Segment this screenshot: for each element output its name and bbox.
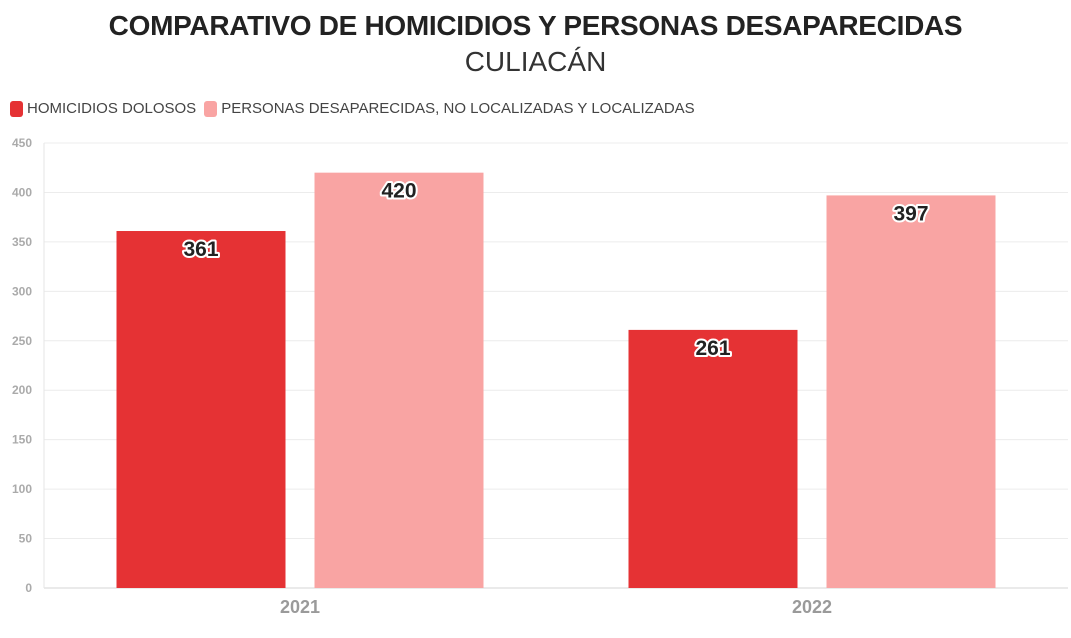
chart-title: COMPARATIVO DE HOMICIDIOS Y PERSONAS DES… bbox=[108, 10, 963, 41]
legend-swatch-homicidios bbox=[10, 100, 23, 117]
legend-label-homicidios: HOMICIDIOS DOLOSOS bbox=[27, 100, 197, 117]
data-label-2021-series-0: 361 bbox=[183, 238, 218, 261]
y-tick-label-50: 50 bbox=[19, 532, 33, 546]
y-tick-label-0: 0 bbox=[25, 581, 32, 595]
legend: HOMICIDIOS DOLOSOS PERSONAS DESAPARECIDA… bbox=[10, 100, 703, 117]
x-tick-label-2022: 2022 bbox=[792, 597, 832, 617]
legend-swatch-desaparecidas bbox=[204, 100, 218, 117]
bar-2021-series-0 bbox=[116, 231, 286, 588]
chart-subtitle: CULIACÁN bbox=[464, 46, 607, 77]
legend-item-desaparecidas[interactable]: PERSONAS DESAPARECIDAS, NO LOCALIZADAS Y… bbox=[204, 100, 695, 117]
data-label-2021-series-1: 420 bbox=[381, 180, 416, 203]
y-tick-label-300: 300 bbox=[12, 284, 32, 298]
y-tick-label-200: 200 bbox=[12, 383, 32, 397]
x-tick-label-2021: 2021 bbox=[280, 597, 320, 617]
y-tick-label-450: 450 bbox=[12, 136, 32, 150]
data-label-2022-series-1: 397 bbox=[893, 202, 928, 225]
y-tick-label-400: 400 bbox=[12, 185, 32, 199]
bar-2022-series-0 bbox=[628, 329, 798, 588]
legend-item-homicidios[interactable]: HOMICIDIOS DOLOSOS bbox=[10, 100, 196, 117]
y-tick-label-100: 100 bbox=[12, 482, 32, 496]
bar-2021-series-1 bbox=[314, 172, 484, 588]
y-tick-label-250: 250 bbox=[12, 334, 32, 348]
bar-2022-series-1 bbox=[826, 195, 996, 588]
y-tick-label-350: 350 bbox=[12, 235, 32, 249]
data-label-2022-series-0: 261 bbox=[695, 337, 730, 360]
y-tick-label-150: 150 bbox=[12, 433, 32, 447]
legend-label-desaparecidas: PERSONAS DESAPARECIDAS, NO LOCALIZADAS Y… bbox=[221, 100, 695, 117]
